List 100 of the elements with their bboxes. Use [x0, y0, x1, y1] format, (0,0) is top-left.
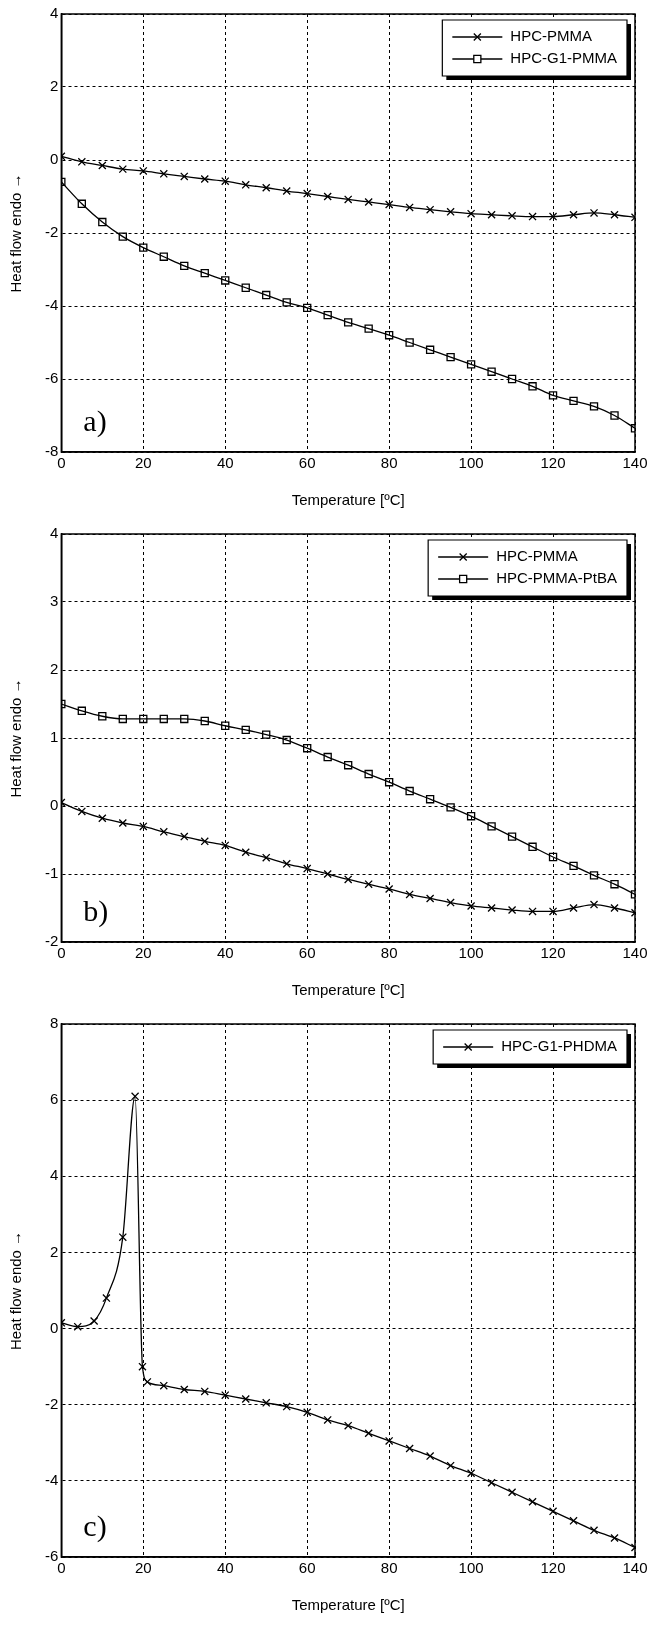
point: [98, 217, 107, 227]
x-tick-label: 40: [216, 1559, 234, 1577]
point: [405, 1444, 414, 1453]
y-axis-title: Heat flow endo →: [7, 678, 25, 798]
point: [364, 1429, 373, 1438]
point: [200, 174, 209, 184]
point: [200, 837, 209, 846]
point: [343, 195, 353, 204]
y-tick-label: 2: [49, 1242, 59, 1260]
y-tick-label: 6: [49, 1090, 59, 1108]
point: [282, 186, 291, 196]
legend-label: HPC-G1-PHDMA: [501, 1037, 617, 1055]
point: [159, 252, 168, 261]
point: [77, 157, 87, 167]
point: [262, 730, 271, 739]
legend-label: HPC-PMMA: [496, 547, 578, 565]
point: [343, 1421, 353, 1430]
x-tick-label: 20: [134, 944, 152, 962]
point: [610, 903, 619, 913]
annotation: c): [83, 1508, 107, 1543]
point: [507, 374, 517, 384]
point: [548, 212, 558, 221]
point: [323, 752, 332, 762]
point: [446, 898, 455, 907]
point: [589, 900, 599, 909]
point: [569, 861, 578, 871]
y-tick-label: 4: [49, 524, 59, 542]
point: [303, 189, 312, 198]
point: [487, 822, 496, 831]
point: [180, 1385, 189, 1394]
point: [139, 714, 148, 724]
point: [118, 714, 127, 724]
x-tick-label: 40: [216, 454, 234, 472]
y-tick-label: -6: [44, 369, 59, 387]
point: [159, 169, 168, 179]
point: [159, 714, 168, 724]
point: [446, 1461, 455, 1470]
point: [180, 172, 189, 181]
point: [159, 1381, 168, 1390]
point: [221, 721, 230, 730]
point: [221, 276, 230, 285]
point: [589, 208, 599, 218]
point: [425, 345, 435, 354]
x-tick-label: 140: [622, 944, 648, 962]
point: [466, 1469, 476, 1478]
point: [610, 411, 619, 420]
point: [241, 848, 250, 857]
point: [77, 807, 87, 816]
y-tick-label: 3: [49, 592, 59, 610]
annotation: b): [83, 893, 109, 928]
x-tick-label: 120: [540, 944, 566, 962]
point: [323, 1415, 332, 1425]
point: [139, 822, 148, 831]
point: [262, 290, 271, 300]
point: [282, 859, 291, 868]
y-axis-title: Heat flow endo →: [7, 1230, 25, 1351]
y-axis-title: Heat flow endo →: [7, 173, 25, 293]
point: [487, 210, 496, 219]
y-tick-label: 0: [49, 150, 59, 168]
y-tick-label: -2: [44, 1394, 59, 1412]
x-tick-label: 140: [622, 454, 648, 472]
y-tick-label: -1: [44, 864, 59, 882]
point: [323, 869, 332, 879]
point: [384, 331, 394, 340]
point: [589, 1526, 599, 1535]
x-tick-label: 60: [298, 454, 316, 472]
x-tick-label: 80: [380, 1559, 398, 1577]
point: [569, 1516, 578, 1526]
point: [200, 716, 209, 726]
point: [221, 841, 230, 850]
y-tick-label: 1: [49, 728, 59, 746]
point: [73, 1322, 82, 1331]
point: [466, 812, 476, 821]
point: [282, 735, 291, 745]
point: [303, 303, 312, 313]
x-tick-label: 100: [458, 454, 484, 472]
y-tick-label: 0: [49, 1318, 59, 1336]
point: [241, 283, 250, 292]
x-tick-label: 100: [458, 1559, 484, 1577]
point: [262, 1398, 271, 1407]
point: [241, 180, 250, 190]
x-tick-label: 120: [540, 1559, 566, 1577]
y-tick-label: -8: [44, 442, 59, 460]
point: [528, 842, 537, 851]
point: [343, 318, 353, 327]
point: [507, 832, 517, 841]
point: [343, 761, 353, 770]
point: [548, 907, 558, 916]
point: [180, 714, 189, 724]
legend-label: HPC-PMMA-PtBA: [496, 569, 617, 587]
point: [77, 706, 87, 715]
y-tick-label: 0: [49, 796, 59, 814]
point: [343, 875, 353, 884]
x-tick-label: 80: [380, 454, 398, 472]
y-tick-label: 2: [49, 660, 59, 678]
x-tick-label: 20: [134, 454, 152, 472]
point: [118, 232, 127, 241]
point: [139, 243, 148, 252]
point: [303, 864, 312, 873]
point: [446, 803, 455, 812]
